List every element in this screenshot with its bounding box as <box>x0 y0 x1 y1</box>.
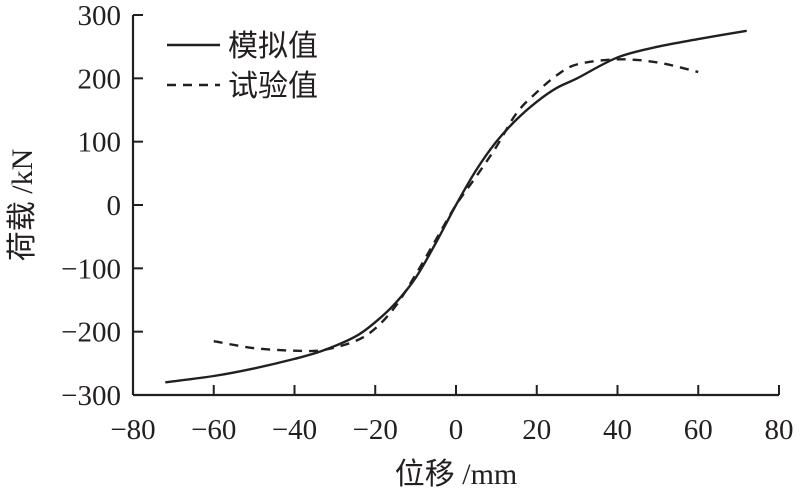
y-tick-label: −200 <box>61 317 121 349</box>
y-tick-label: −300 <box>61 380 121 412</box>
y-tick-label: 100 <box>78 127 122 159</box>
legend-label-test: 试验值 <box>228 70 318 103</box>
series-line-simulated <box>165 29 747 384</box>
series-group <box>165 29 747 384</box>
series-line-test <box>213 58 699 353</box>
x-tick-label: 40 <box>603 414 632 446</box>
y-tick-label: −100 <box>61 253 121 285</box>
x-tick-label: −40 <box>272 414 317 446</box>
y-tick-label: 0 <box>107 190 122 222</box>
x-tick-label: 20 <box>522 414 551 446</box>
x-tick-label: 80 <box>765 414 794 446</box>
axes: −80 −60 −40 −20 0 20 40 60 80−300−200−1000100200… <box>61 0 793 446</box>
x-axis-title: 位移 /mm <box>395 458 518 491</box>
y-tick-label: 300 <box>78 0 122 32</box>
legend: 模拟值 试验值 <box>167 30 318 103</box>
x-tick-label: −80 <box>110 414 155 446</box>
legend-label-simulated: 模拟值 <box>228 30 318 63</box>
x-tick-label: −20 <box>353 414 398 446</box>
x-tick-label: 0 <box>449 414 464 446</box>
y-tick-label: 200 <box>78 63 122 95</box>
x-tick-label: 60 <box>684 414 713 446</box>
y-axis-title: 荷载 /kN <box>6 149 39 262</box>
x-tick-label: −60 <box>191 414 236 446</box>
